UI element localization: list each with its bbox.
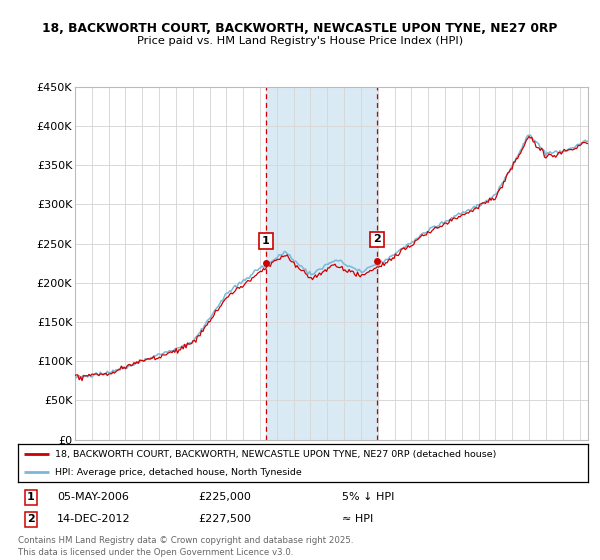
Text: 18, BACKWORTH COURT, BACKWORTH, NEWCASTLE UPON TYNE, NE27 0RP: 18, BACKWORTH COURT, BACKWORTH, NEWCASTL… [43, 22, 557, 35]
Text: 2: 2 [27, 514, 35, 524]
Text: 2: 2 [373, 234, 381, 244]
Text: 1: 1 [27, 492, 35, 502]
Text: 5% ↓ HPI: 5% ↓ HPI [342, 492, 394, 502]
Text: 18, BACKWORTH COURT, BACKWORTH, NEWCASTLE UPON TYNE, NE27 0RP (detached house): 18, BACKWORTH COURT, BACKWORTH, NEWCASTL… [55, 450, 496, 459]
Text: Price paid vs. HM Land Registry's House Price Index (HPI): Price paid vs. HM Land Registry's House … [137, 36, 463, 46]
Text: 1: 1 [262, 236, 270, 246]
Text: HPI: Average price, detached house, North Tyneside: HPI: Average price, detached house, Nort… [55, 468, 302, 477]
Text: £225,000: £225,000 [198, 492, 251, 502]
Text: 05-MAY-2006: 05-MAY-2006 [57, 492, 129, 502]
Text: £227,500: £227,500 [198, 514, 251, 524]
Bar [266, 87, 377, 440]
Text: ≈ HPI: ≈ HPI [342, 514, 373, 524]
Text: 14-DEC-2012: 14-DEC-2012 [57, 514, 131, 524]
Text: Contains HM Land Registry data © Crown copyright and database right 2025.
This d: Contains HM Land Registry data © Crown c… [18, 536, 353, 557]
